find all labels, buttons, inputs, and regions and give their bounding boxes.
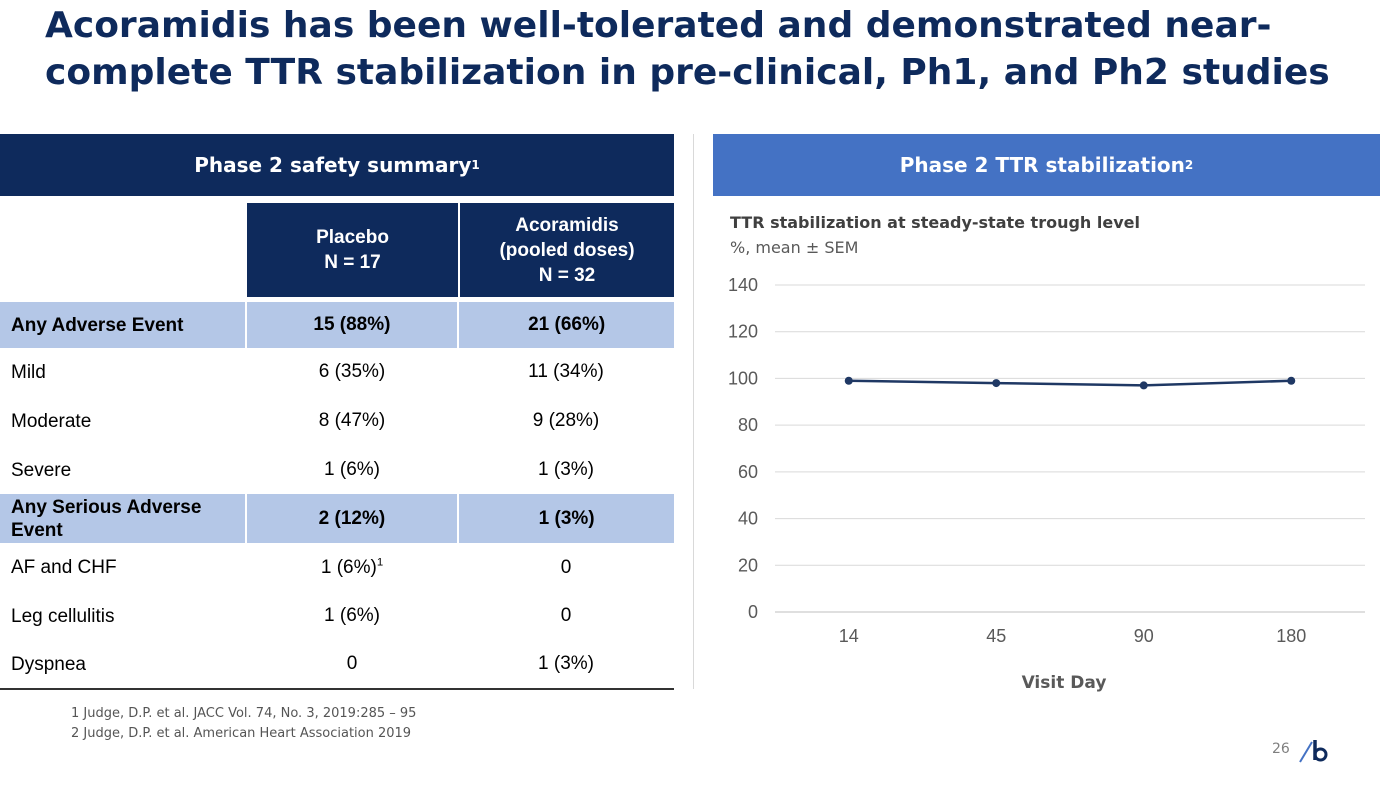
acoramidis-cell: 9 (28%) <box>532 410 600 431</box>
placebo-cell: 6 (35%) <box>318 361 386 382</box>
table-row: Any Adverse Event 15 (88%) 21 (66%) <box>0 302 674 348</box>
column-header-acoramidis-line-2: (pooled doses) <box>499 239 635 261</box>
row-label: Leg cellulitis <box>11 605 115 627</box>
acoramidis-cell: 11 (34%) <box>528 361 604 382</box>
column-header-acoramidis: Acoramidis (pooled doses) N = 32 <box>460 203 674 297</box>
column-header-placebo-line-1: Placebo <box>316 227 389 248</box>
placebo-cell: 1 (6%) <box>324 605 380 626</box>
x-tick-label: 14 <box>839 626 859 646</box>
row-label: Dyspnea <box>11 653 86 675</box>
series-line <box>848 379 1292 387</box>
data-point <box>992 379 1001 388</box>
chart-subtitle: %, mean ± SEM <box>730 238 859 257</box>
table-row: Any Serious Adverse Event 2 (12%) 1 (3%) <box>0 494 674 543</box>
acoramidis-cell: 21 (66%) <box>528 314 606 335</box>
slide-title-line-1: Acoramidis has been well-tolerated and d… <box>45 5 1272 46</box>
y-tick-label: 0 <box>748 602 758 622</box>
x-tick-label: 180 <box>1276 626 1306 646</box>
placebo-cell: 8 (47%) <box>318 410 386 431</box>
slide-title-line-2: complete TTR stabilization in pre-clinic… <box>45 52 1330 93</box>
table-row: Severe 1 (6%) 1 (3%) <box>0 446 674 494</box>
row-label: Moderate <box>11 410 92 432</box>
data-point <box>1287 376 1296 385</box>
acoramidis-cell: 0 <box>560 605 572 626</box>
ttr-stabilization-header: Phase 2 TTR stabilization 2 <box>713 134 1380 196</box>
row-label: AF and CHF <box>11 557 117 578</box>
x-tick-label: 90 <box>1134 626 1154 646</box>
y-tick-label: 60 <box>738 462 758 482</box>
row-label: Mild <box>11 361 46 383</box>
y-tick-label: 40 <box>738 509 758 529</box>
table-row: Moderate 8 (47%) 9 (28%) <box>0 396 674 446</box>
column-header-acoramidis-line-3: N = 32 <box>538 264 596 286</box>
data-point <box>844 376 853 385</box>
company-logo-icon <box>1299 740 1328 763</box>
x-tick-label: 45 <box>986 626 1006 646</box>
placebo-cell: 2 (12%) <box>244 494 460 543</box>
table-row: Dyspnea 0 1 (3%) <box>0 640 674 688</box>
y-tick-label: 140 <box>728 275 758 295</box>
placebo-cell-sup: 1 <box>376 556 384 569</box>
slide-title: Acoramidis has been well-tolerated and d… <box>45 2 1345 96</box>
acoramidis-cell: 1 (3%) <box>538 459 594 480</box>
acoramidis-cell: 1 (3%) <box>538 507 595 529</box>
page-number: 26 <box>1272 741 1290 757</box>
placebo-cell: 15 (88%) <box>244 302 460 348</box>
y-tick-label: 120 <box>728 322 758 342</box>
footnote-2: 2 Judge, D.P. et al. American Heart Asso… <box>71 726 412 741</box>
footnotes: 1 Judge, D.P. et al. JACC Vol. 74, No. 3… <box>71 704 416 744</box>
y-tick-label: 80 <box>738 415 758 435</box>
placebo-cell: 1 (6%)1 <box>246 556 458 579</box>
placebo-cell: 0 <box>346 653 358 674</box>
table-bottom-rule <box>0 688 674 690</box>
panel-divider <box>693 134 694 689</box>
table-row: AF and CHF 1 (6%)1 0 <box>0 543 674 592</box>
table-row: Leg cellulitis 1 (6%) 0 <box>0 592 674 640</box>
row-label: Any Serious Adverse Event <box>11 496 202 541</box>
column-header-acoramidis-line-1: Acoramidis <box>515 214 619 236</box>
column-header-placebo-line-2: N = 17 <box>324 252 381 273</box>
column-header-placebo: Placebo N = 17 <box>247 203 458 297</box>
chart-title: TTR stabilization at steady-state trough… <box>730 213 1140 232</box>
safety-summary-header-text: Phase 2 safety summary <box>194 153 472 177</box>
footnote-1: 1 Judge, D.P. et al. JACC Vol. 74, No. 3… <box>71 706 417 721</box>
safety-summary-header: Phase 2 safety summary 1 <box>0 134 674 196</box>
data-point <box>1139 381 1148 390</box>
x-axis-title: Visit Day <box>1022 673 1107 693</box>
y-tick-label: 20 <box>738 555 758 575</box>
placebo-cell-value: 1 (6%) <box>320 556 377 578</box>
table-row: Mild 6 (35%) 11 (34%) <box>0 348 674 396</box>
ttr-stabilization-header-text: Phase 2 TTR stabilization <box>899 153 1185 177</box>
row-label: Severe <box>11 459 72 481</box>
row-label: Any Adverse Event <box>11 314 184 336</box>
acoramidis-cell: 1 (3%) <box>538 653 594 674</box>
y-tick-label: 100 <box>728 368 758 388</box>
ttr-line-chart: 0 20 40 60 80 100 120 140 14 45 90 180 Visit Day <box>728 275 1365 693</box>
placebo-cell: 1 (6%) <box>324 459 380 480</box>
acoramidis-cell: 0 <box>560 556 572 578</box>
